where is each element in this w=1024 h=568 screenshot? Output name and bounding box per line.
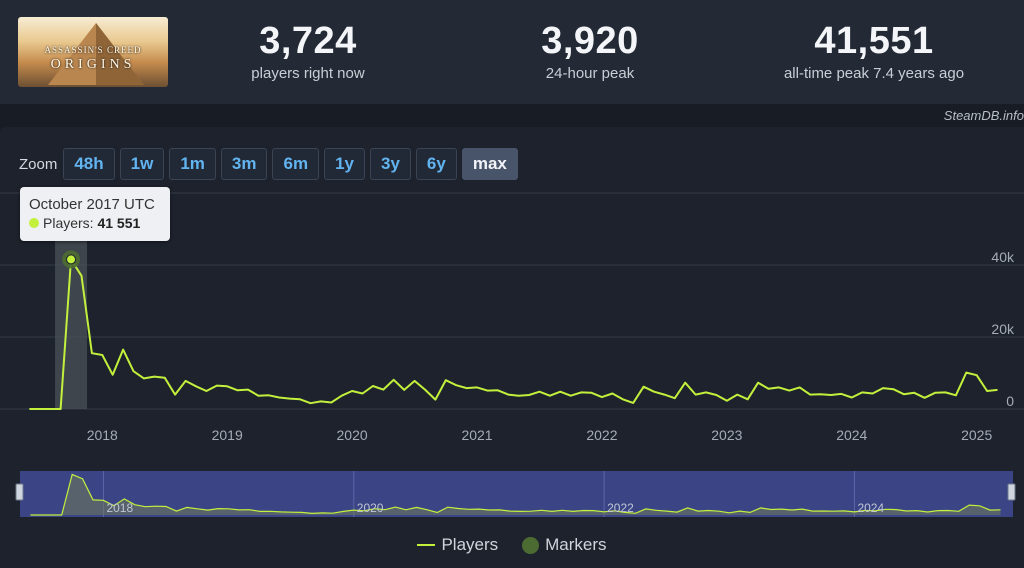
zoom-button-3m[interactable]: 3m	[220, 148, 268, 180]
stat-24h-peak: 3,920 24-hour peak	[490, 20, 690, 84]
range-navigator[interactable]: 2018 2020 2022 2024	[0, 468, 1024, 520]
stat-all-time-peak-label: all-time peak 7.4 years ago	[783, 65, 965, 82]
navigator-left-handle[interactable]	[15, 483, 24, 501]
game-logo-main: ORIGINS	[50, 57, 136, 72]
tooltip-value: 41 551	[97, 215, 141, 231]
chart-gridlines	[0, 192, 1024, 410]
navigator-tick-label: 2022	[607, 501, 634, 515]
stat-players-now-label: players right now	[251, 65, 365, 82]
legend-players-label: Players	[441, 535, 499, 554]
stat-24h-peak-label: 24-hour peak	[545, 65, 635, 82]
zoom-label: Zoom	[19, 155, 58, 173]
zoom-button-1w[interactable]: 1w	[119, 148, 165, 180]
zoom-button-6y[interactable]: 6y	[415, 148, 457, 180]
x-axis-labels: 2018 2019 2020 2021 2022 2023 2024 2025	[87, 427, 993, 443]
stats-header: ASSASSIN'S CREED ORIGINS 3,724 players r…	[0, 0, 1024, 104]
navigator-series-line	[30, 473, 1001, 516]
stat-players-now-value: 3,724	[259, 20, 357, 62]
x-tick-label: 2025	[961, 427, 992, 443]
zoom-button-max[interactable]: max	[461, 148, 518, 180]
zoom-button-6m[interactable]: 6m	[272, 148, 320, 180]
x-tick-label: 2020	[337, 427, 368, 443]
x-tick-label: 2018	[87, 427, 118, 443]
chart-legend: Players Markers	[0, 535, 1024, 555]
zoom-button-1y[interactable]: 1y	[324, 148, 365, 180]
stat-all-time-peak-value: 41,551	[814, 20, 934, 62]
steamdb-attribution[interactable]: SteamDB.info	[943, 108, 1024, 123]
stat-all-time-peak: 41,551 all-time peak 7.4 years ago	[754, 20, 994, 84]
tooltip-row: Players: 41 551	[29, 214, 161, 233]
tooltip-series-dot-icon	[29, 218, 39, 228]
pyramid-shade-art	[96, 23, 144, 85]
navigator-tick-label: 2018	[106, 501, 133, 515]
y-tick-label: 40k	[991, 249, 1015, 265]
player-count-chart[interactable]: 40k 20k 0 2018 2019 2020 2021 2022 2023 2024 2025	[0, 185, 1024, 455]
stat-players-now: 3,724 players right now	[208, 20, 408, 84]
zoom-button-1m[interactable]: 1m	[169, 148, 216, 180]
x-tick-label: 2023	[711, 427, 742, 443]
players-series-line	[29, 258, 998, 410]
legend-item-markers[interactable]: Markers	[522, 535, 607, 555]
navigator-gridlines	[102, 471, 855, 517]
x-tick-label: 2022	[586, 427, 617, 443]
navigator-tick-label: 2020	[357, 501, 384, 515]
y-tick-label: 20k	[991, 321, 1015, 337]
x-tick-label: 2021	[461, 427, 492, 443]
legend-item-players[interactable]: Players	[417, 535, 498, 555]
legend-line-icon	[417, 544, 436, 546]
stat-24h-peak-value: 3,920	[541, 20, 639, 62]
game-thumbnail[interactable]: ASSASSIN'S CREED ORIGINS	[18, 17, 168, 87]
chart-tooltip: October 2017 UTC Players: 41 551	[20, 187, 170, 241]
game-logo-top: ASSASSIN'S CREED	[44, 45, 142, 55]
x-tick-label: 2024	[836, 427, 867, 443]
zoom-button-3y[interactable]: 3y	[369, 148, 411, 180]
x-tick-label: 2019	[212, 427, 243, 443]
legend-markers-label: Markers	[545, 535, 607, 554]
zoom-controls: Zoom 48h 1w 1m 3m 6m 1y 3y 6y max	[19, 148, 523, 180]
tooltip-series-label: Players:	[43, 215, 94, 231]
tooltip-title: October 2017 UTC	[29, 196, 155, 213]
zoom-button-48h[interactable]: 48h	[63, 148, 115, 180]
y-tick-label: 0	[1006, 393, 1014, 409]
navigator-labels: 2018 2020 2022 2024	[106, 501, 884, 515]
legend-marker-icon	[522, 536, 540, 554]
peak-marker-point[interactable]	[66, 254, 77, 265]
navigator-right-handle[interactable]	[1007, 483, 1016, 501]
navigator-tick-label: 2024	[857, 501, 884, 515]
y-axis-labels: 40k 20k 0	[991, 249, 1015, 409]
